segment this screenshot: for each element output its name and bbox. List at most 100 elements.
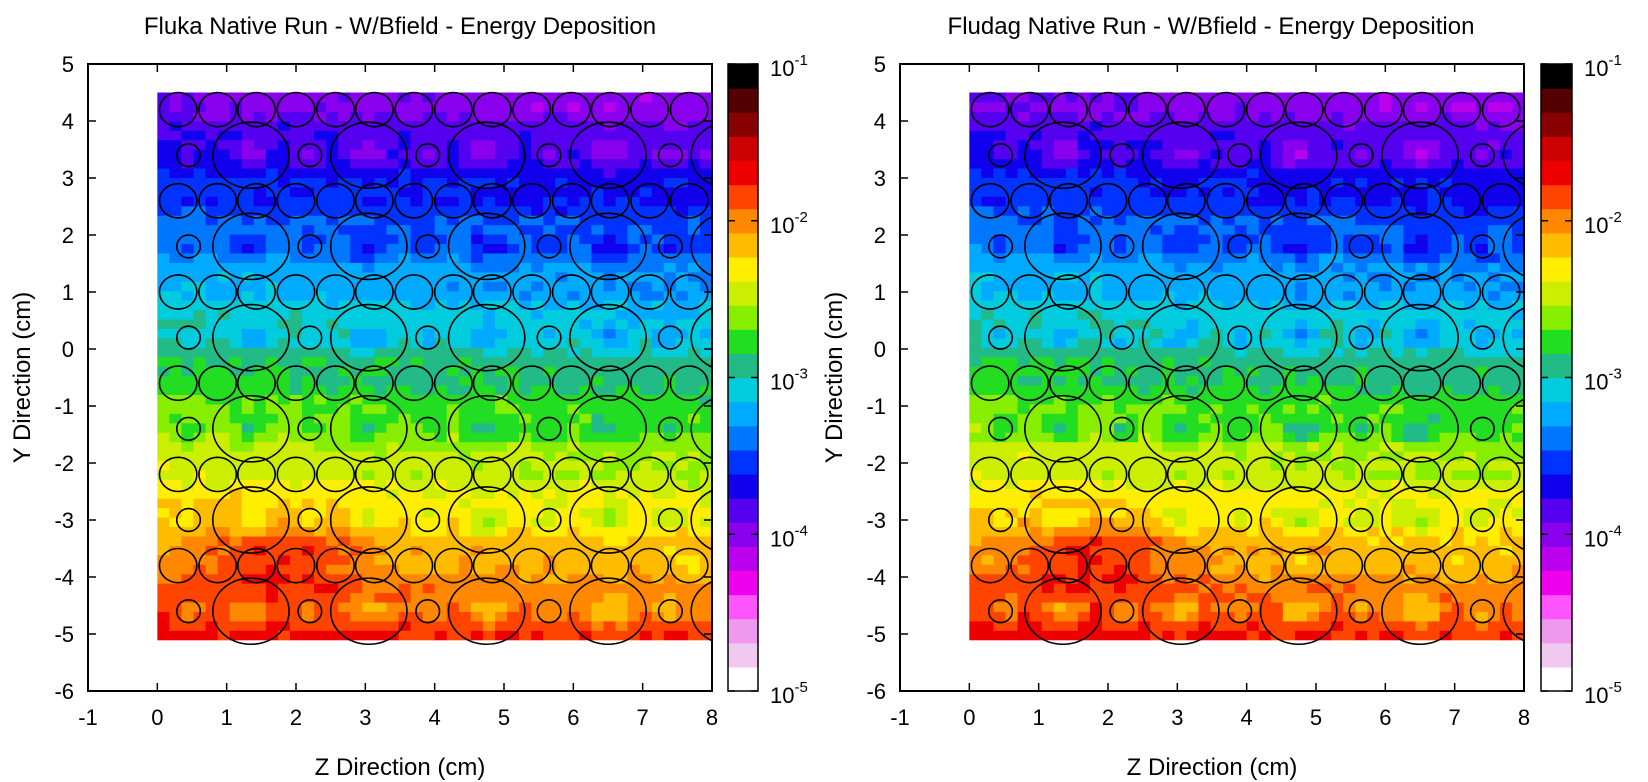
heatmap-cell (338, 290, 351, 301)
heatmap-cell (969, 469, 982, 480)
heatmap-cell (993, 224, 1007, 235)
heatmap-cell (1319, 167, 1332, 179)
heatmap-cell (410, 384, 424, 395)
heatmap-cell (229, 441, 243, 452)
heatmap-cell (969, 120, 982, 131)
heatmap-cell (1101, 545, 1115, 556)
heatmap-cell (1041, 507, 1055, 518)
heatmap-cell (374, 196, 388, 207)
heatmap-cell (205, 347, 219, 358)
heatmap-cell (494, 224, 508, 235)
heatmap-cell (1258, 149, 1272, 160)
heatmap-cell (627, 234, 641, 245)
heatmap-cell (1065, 337, 1079, 348)
heatmap-cell (1258, 356, 1272, 367)
heatmap-cell (157, 394, 170, 405)
heatmap-cell (470, 337, 484, 348)
heatmap-cell (1065, 422, 1079, 433)
heatmap-cell (1234, 469, 1248, 480)
heatmap-cell (314, 318, 327, 329)
heatmap-cell (981, 262, 995, 273)
heatmap-cell (1343, 611, 1356, 622)
heatmap-cell (446, 507, 460, 518)
colorbar-tick-exponent: -2 (794, 209, 807, 226)
heatmap-cell (181, 196, 195, 207)
heatmap-cell (555, 592, 568, 603)
heatmap-cell (591, 281, 605, 292)
heatmap-cell (1222, 441, 1236, 452)
heatmap-cell (157, 611, 170, 622)
heatmap-cell (1294, 149, 1308, 160)
heatmap-cell (627, 366, 641, 377)
heatmap-cell (362, 309, 375, 320)
pebble-ellipse (394, 182, 434, 219)
heatmap-cell (458, 158, 472, 169)
heatmap-cell (663, 234, 677, 245)
heatmap-cell (314, 507, 327, 518)
heatmap-cell (1282, 583, 1296, 594)
heatmap-cell (169, 554, 183, 565)
heatmap-cell (969, 300, 982, 311)
heatmap-cell (567, 262, 580, 273)
heatmap-cell (555, 507, 568, 518)
heatmap-cell (1162, 309, 1175, 320)
heatmap-cell (579, 394, 593, 405)
heatmap-cell (1367, 451, 1380, 462)
heatmap-cell (193, 432, 207, 443)
heatmap-cell (1343, 262, 1356, 273)
heatmap-cell (1198, 158, 1212, 169)
heatmap-cell (326, 186, 339, 197)
heatmap-cell (1005, 573, 1019, 584)
y-tick-label: -1 (54, 394, 74, 419)
heatmap-cell (1319, 139, 1332, 150)
heatmap-cell (567, 290, 580, 301)
heatmap-cell (1174, 139, 1187, 150)
heatmap-cell (1367, 347, 1380, 358)
heatmap-cell (981, 479, 995, 490)
heatmap-cell (229, 215, 243, 226)
heatmap-cell (1198, 592, 1212, 603)
heatmap-cell (241, 479, 255, 490)
heatmap-cell (567, 507, 580, 518)
heatmap-cell (314, 300, 327, 311)
colorbar-swatch (728, 256, 758, 282)
heatmap-cell (567, 337, 580, 348)
heatmap-cell (422, 394, 436, 405)
heatmap-cell (289, 271, 303, 282)
heatmap-cell (229, 337, 243, 348)
heatmap-cell (603, 92, 617, 103)
heatmap-cell (410, 469, 424, 480)
heatmap-cell (579, 630, 593, 641)
heatmap-cell (1101, 403, 1115, 414)
heatmap-cell (205, 309, 219, 320)
heatmap-cell (446, 290, 460, 301)
heatmap-cell (374, 507, 388, 518)
heatmap-cell (1162, 507, 1175, 518)
heatmap-cell (1367, 186, 1380, 197)
heatmap-cell (651, 309, 665, 320)
heatmap-cell (398, 196, 412, 207)
heatmap-cell (314, 498, 327, 509)
heatmap-cell (398, 611, 412, 622)
small-circle (657, 143, 683, 168)
heatmap-cell (241, 583, 255, 594)
heatmap-cell (338, 564, 351, 575)
heatmap-cell (1367, 441, 1380, 452)
heatmap-cell (386, 92, 400, 103)
heatmap-cell (543, 328, 556, 339)
heatmap-cell (446, 234, 460, 245)
heatmap-cell (217, 130, 231, 141)
heatmap-cell (434, 375, 448, 386)
heatmap-cell (507, 111, 520, 122)
heatmap-cell (1246, 479, 1260, 490)
heatmap-cell (338, 384, 351, 395)
heatmap-cell (458, 337, 472, 348)
heatmap-cell (603, 130, 617, 141)
heatmap-cell (1282, 394, 1296, 405)
heatmap-cell (1319, 517, 1332, 528)
heatmap-cell (993, 290, 1007, 301)
heatmap-cell (205, 630, 219, 641)
heatmap-cell (277, 215, 291, 226)
heatmap-cell (1198, 573, 1212, 584)
heatmap-cell (338, 177, 351, 188)
